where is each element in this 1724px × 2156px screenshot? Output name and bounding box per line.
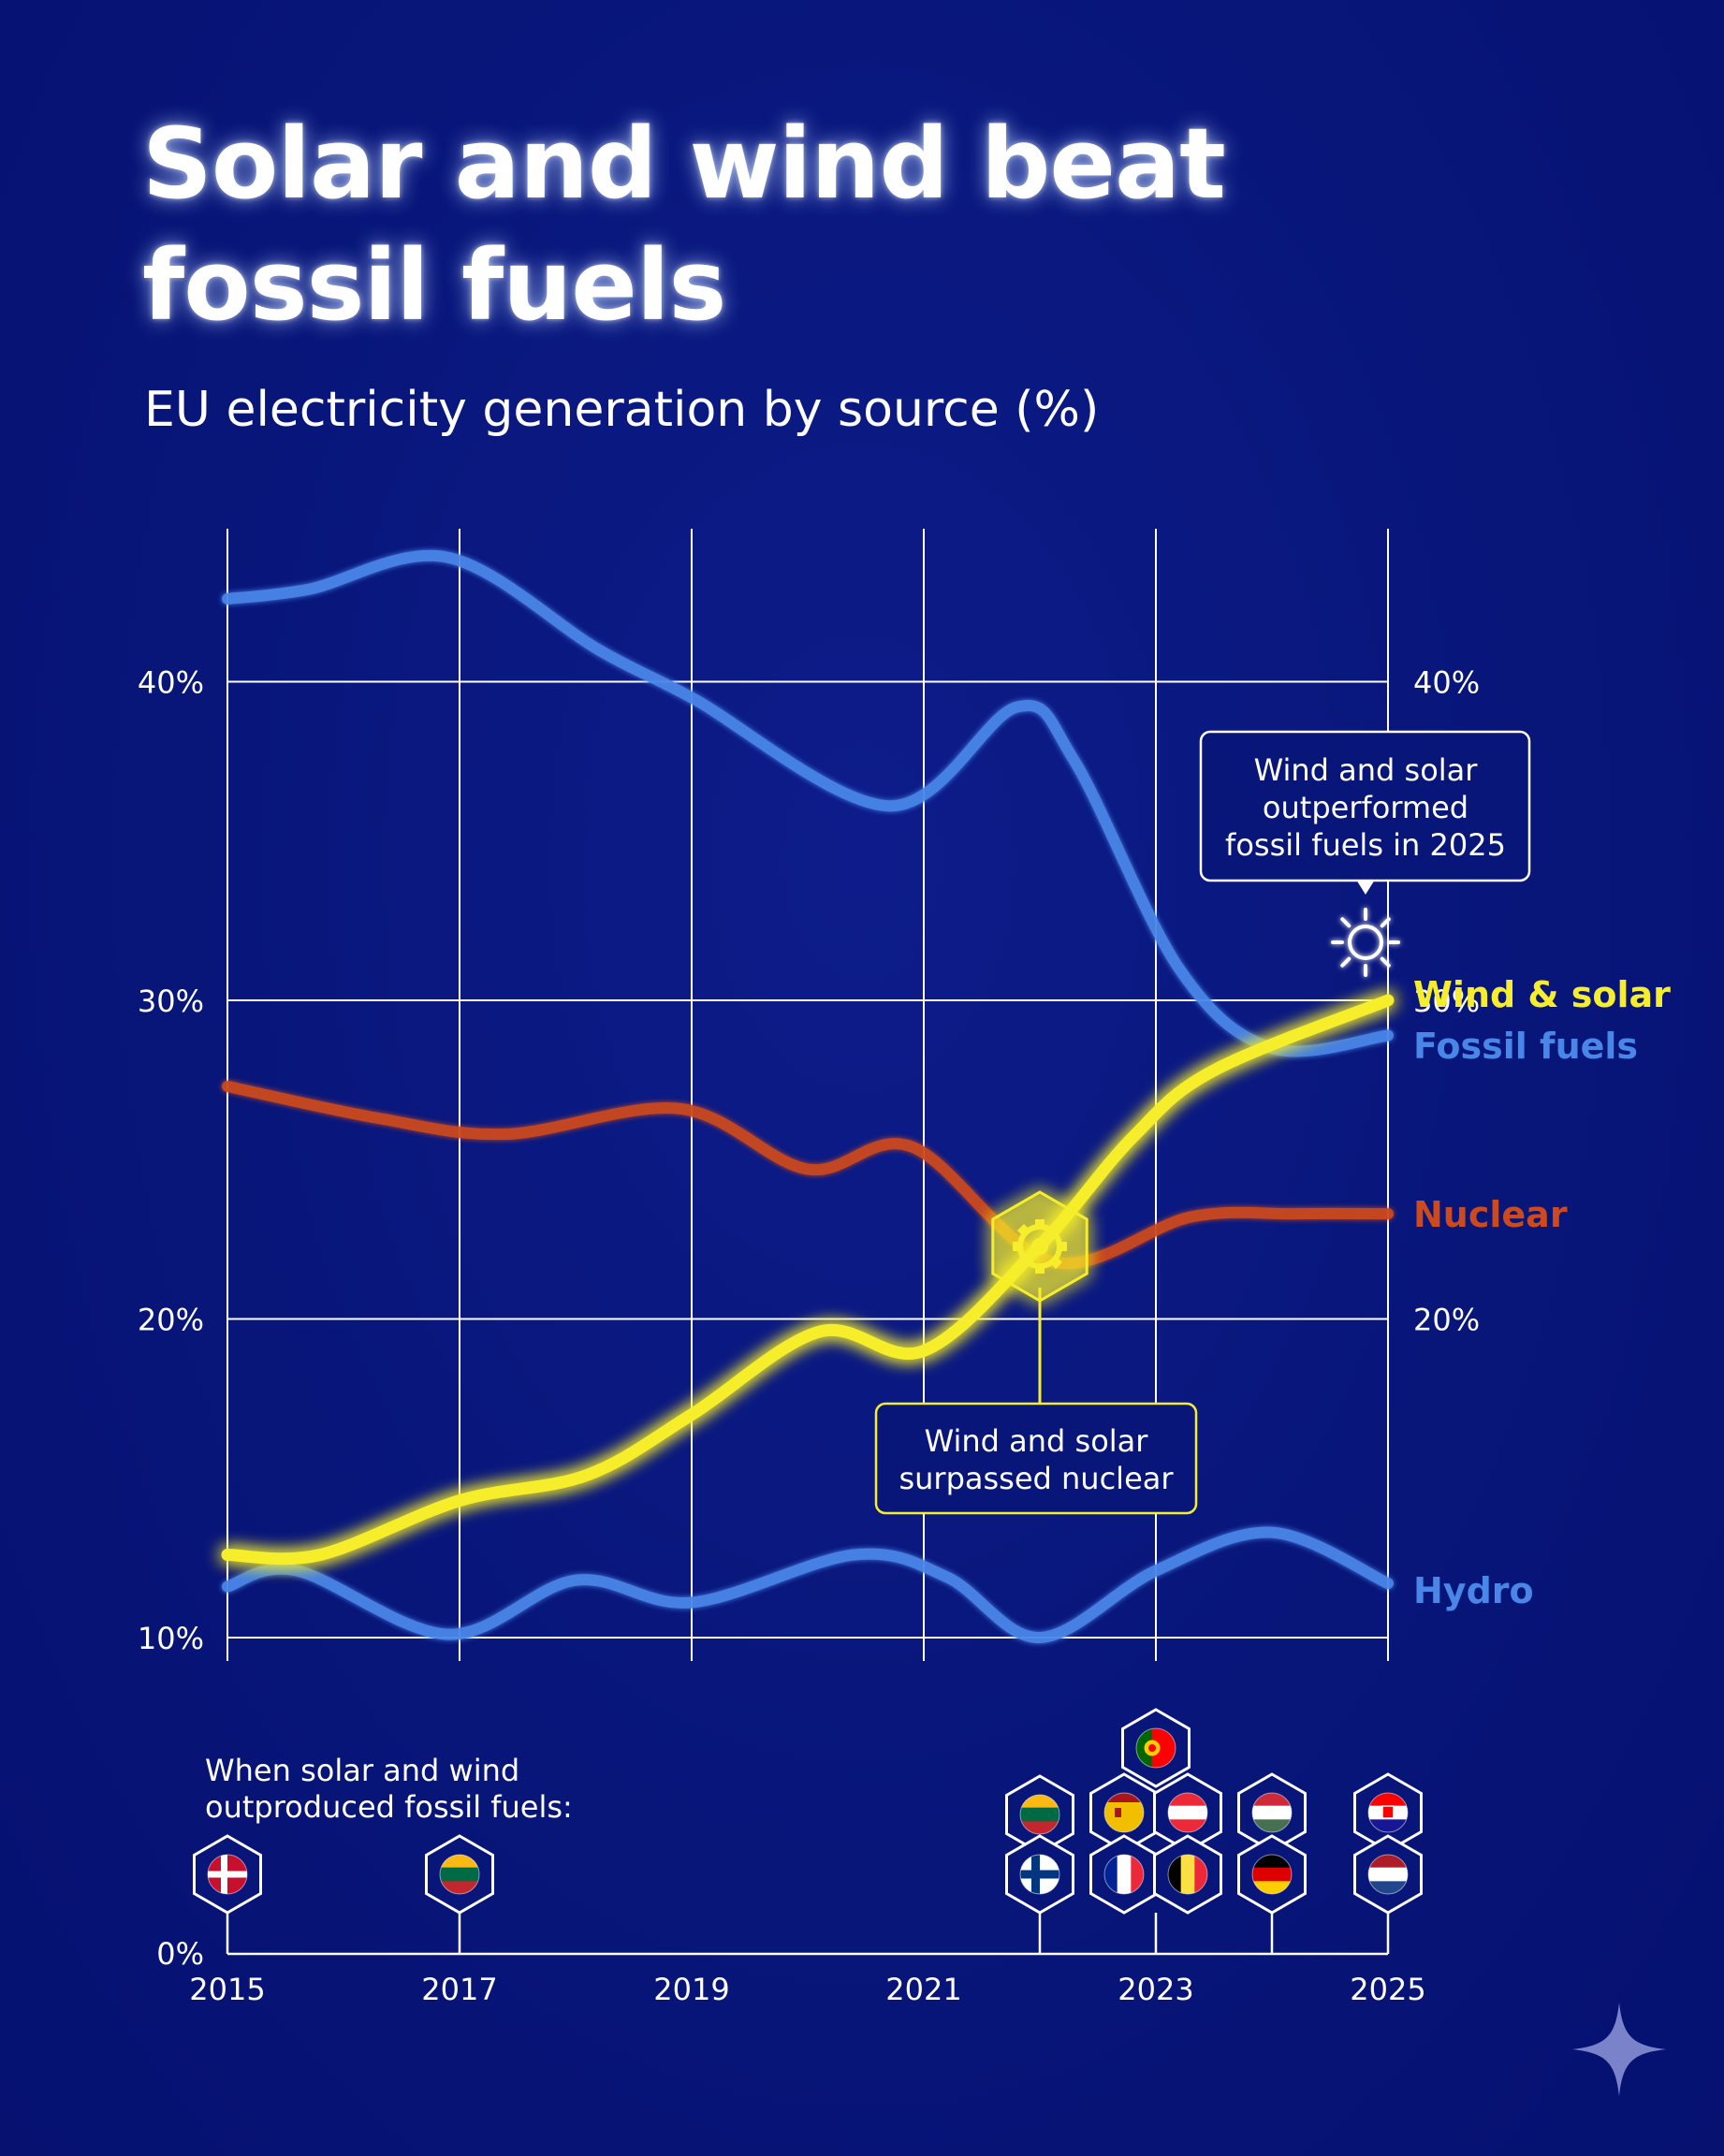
flag-belgium-icon xyxy=(1168,1855,1207,1894)
series-line-wind-solar xyxy=(221,994,1395,1566)
y-tick-label-zero: 0% xyxy=(156,1936,204,1972)
chart-title-line-1: Solar and wind beat xyxy=(142,107,1226,221)
gear-icon xyxy=(1013,1219,1067,1274)
flag-croatia-icon xyxy=(1368,1793,1408,1832)
series-label-wind-solar: Wind & solar xyxy=(1413,974,1671,1015)
flag-hungary-icon xyxy=(1252,1793,1292,1832)
series-line-fossil-fuels xyxy=(222,549,1394,1057)
annotation-pointer xyxy=(1356,880,1375,895)
flag-france xyxy=(1089,1834,1159,1915)
annotation-box xyxy=(874,1402,1198,1515)
flag-belgium xyxy=(1153,1834,1222,1915)
y-tick-label-left: 30% xyxy=(138,983,204,1019)
y-tick-label-right: 30% xyxy=(1413,983,1480,1019)
flag-portugal xyxy=(1121,1708,1191,1788)
grid: 10% 20% 30% 40% 20% 30% 40% xyxy=(138,529,1480,1661)
flag-lithuania xyxy=(1005,1774,1074,1855)
y-tick-label-left: 10% xyxy=(138,1621,204,1656)
flag-france-icon xyxy=(1104,1855,1144,1894)
flag-netherlands xyxy=(1353,1834,1423,1915)
flag-spain-icon xyxy=(1104,1793,1144,1832)
x-tick-label-2025: 2025 xyxy=(1350,1972,1425,2007)
chart-title-line-2: fossil fuels xyxy=(142,228,726,342)
flags-caption-line-1: When solar and wind xyxy=(205,1753,519,1788)
series-line-nuclear xyxy=(222,1080,1394,1269)
flag-denmark xyxy=(193,1834,262,1915)
series-label-fossil-fuels: Fossil fuels xyxy=(1413,1026,1638,1067)
y-tick-label-right: 40% xyxy=(1413,665,1480,701)
annotation-text-line: Wind and solar xyxy=(925,1423,1149,1459)
series-group: Hydro Nuclear Fossil fuels Wind & solar xyxy=(221,549,1671,1644)
chart-title: Solar and wind beat fossil fuels xyxy=(142,103,1226,346)
x-tick-label-2023: 2023 xyxy=(1118,1972,1193,2007)
x-tick-label-2021: 2021 xyxy=(885,1972,961,2007)
y-tick-label-right: 20% xyxy=(1413,1303,1480,1338)
x-tick-label-2019: 2019 xyxy=(653,1972,729,2007)
flags-caption-line-2: outproduced fossil fuels: xyxy=(205,1789,573,1825)
flag-lithuania-icon xyxy=(1020,1795,1059,1834)
chart-subtitle: EU electricity generation by source (%) xyxy=(144,382,1100,438)
flag-lithuania-icon xyxy=(440,1855,479,1894)
annotation-text-line: fossil fuels in 2025 xyxy=(1225,827,1506,863)
flag-lithuania xyxy=(425,1834,494,1915)
flag-austria xyxy=(1153,1772,1222,1853)
y-tick-label-left: 20% xyxy=(138,1303,204,1338)
flag-austria-icon xyxy=(1168,1793,1207,1832)
flag-finland xyxy=(1005,1834,1074,1915)
series-label-hydro: Hydro xyxy=(1413,1570,1534,1611)
annotation-text-line: surpassed nuclear xyxy=(899,1461,1174,1496)
flag-finland-icon xyxy=(1020,1855,1059,1894)
flag-spain xyxy=(1089,1772,1159,1853)
series-line-hydro xyxy=(222,1526,1394,1644)
y-tick-label-left: 40% xyxy=(138,665,204,701)
annotation-text-line: Wind and solar xyxy=(1254,752,1479,788)
x-tick-label-2017: 2017 xyxy=(421,1972,497,2007)
flag-denmark-icon xyxy=(208,1855,247,1894)
flag-germany xyxy=(1237,1834,1307,1915)
sparkle-icon xyxy=(1572,2003,1666,2096)
flag-netherlands-icon xyxy=(1368,1855,1408,1894)
series-label-nuclear: Nuclear xyxy=(1413,1194,1568,1235)
annotation-text-line: outperformed xyxy=(1263,790,1468,825)
x-tick-label-2015: 2015 xyxy=(189,1972,265,2007)
sun-icon xyxy=(1331,908,1400,977)
flag-germany-icon xyxy=(1252,1855,1292,1894)
